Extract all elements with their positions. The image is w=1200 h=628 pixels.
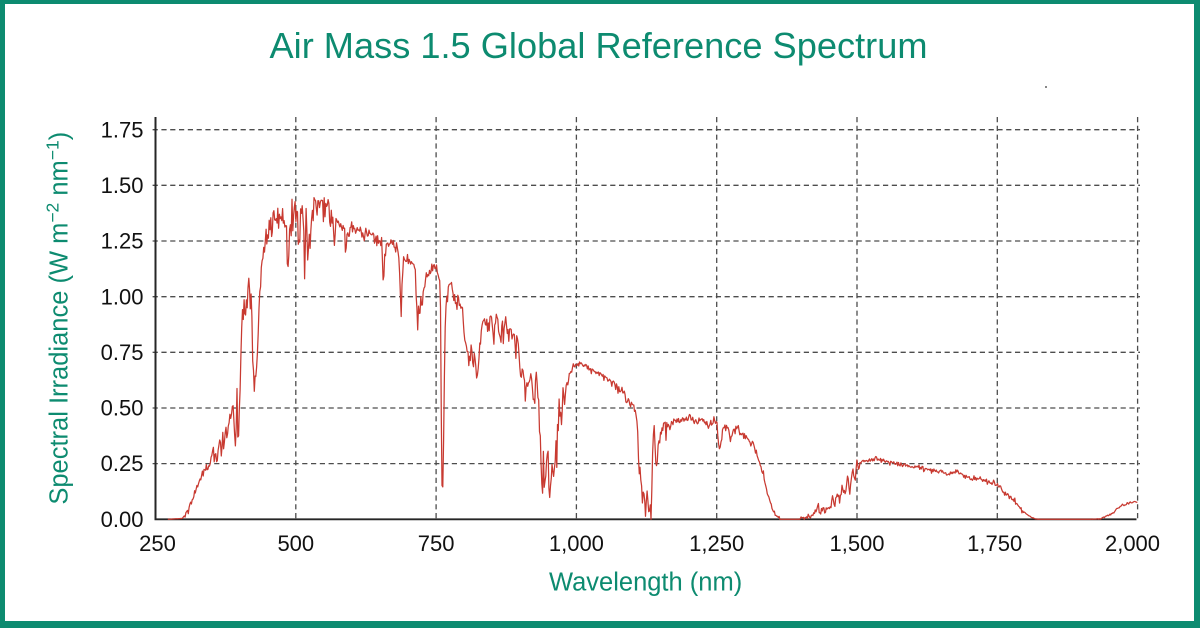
svg-text:1,500: 1,500 [829, 531, 884, 556]
svg-text:1,250: 1,250 [689, 531, 744, 556]
svg-text:0.25: 0.25 [101, 451, 144, 476]
svg-text:0.00: 0.00 [101, 507, 144, 532]
svg-text:2,000: 2,000 [1105, 531, 1160, 556]
svg-text:250: 250 [139, 531, 176, 556]
svg-text:Spectral Irradiance (W m−2 nm−: Spectral Irradiance (W m−2 nm−1) [43, 132, 74, 505]
svg-text:750: 750 [418, 531, 455, 556]
svg-text:1,750: 1,750 [967, 531, 1022, 556]
svg-text:Wavelength (nm): Wavelength (nm) [549, 569, 742, 597]
svg-text:500: 500 [277, 531, 314, 556]
svg-text:1,000: 1,000 [549, 531, 604, 556]
svg-text:0.75: 0.75 [101, 340, 144, 365]
svg-text:0.50: 0.50 [101, 396, 144, 421]
svg-text:1.50: 1.50 [101, 173, 144, 198]
svg-text:1.75: 1.75 [101, 117, 144, 142]
svg-text:1.25: 1.25 [101, 229, 144, 254]
svg-text:1.00: 1.00 [101, 284, 144, 309]
svg-text:Air Mass 1.5 Global Reference: Air Mass 1.5 Global Reference Spectrum [270, 25, 928, 66]
